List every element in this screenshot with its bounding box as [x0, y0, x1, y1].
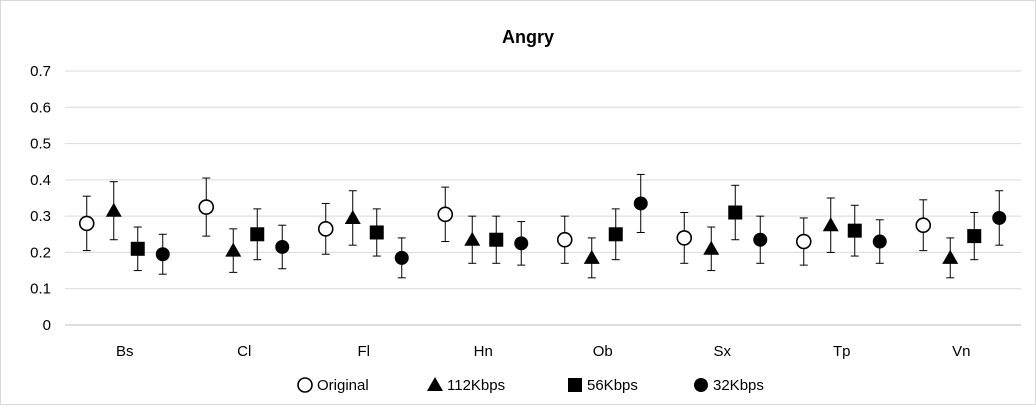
data-point: [822, 217, 839, 232]
data-point: [556, 231, 573, 248]
x-tick-label: Vn: [952, 343, 970, 360]
data-point: [198, 199, 215, 215]
data-point: [250, 227, 265, 242]
x-tick-label: Sx: [713, 343, 731, 360]
data-point: [514, 236, 529, 251]
x-tick-label: Cl: [237, 343, 251, 360]
y-tick-label: 0.2: [30, 244, 51, 261]
data-point: [369, 225, 384, 240]
data-point: [317, 221, 334, 237]
data-point: [394, 250, 409, 265]
data-point: [967, 229, 982, 244]
y-tick-label: 0: [43, 317, 51, 334]
data-point: [992, 210, 1007, 225]
y-tick-label: 0.1: [30, 281, 51, 298]
data-point: [105, 202, 122, 217]
data-point: [728, 205, 743, 220]
x-tick-label: Ob: [593, 343, 613, 360]
x-axis: Bs Cl Fl Hn Ob Sx Tp Vn: [116, 343, 970, 360]
y-tick-label: 0.4: [30, 172, 51, 189]
x-tick-label: Fl: [358, 343, 371, 360]
legend-label: 32Kbps: [713, 377, 764, 394]
data-point: [608, 227, 623, 242]
legend-marker: [297, 377, 313, 393]
y-tick-label: 0.7: [30, 63, 51, 80]
x-tick-label: Hn: [474, 343, 493, 360]
y-axis-ticks: 0 0.1 0.2 0.3 0.4 0.5 0.6 0.7: [30, 63, 51, 334]
data-point: [437, 206, 454, 223]
plot-area: [78, 173, 1007, 279]
legend-marker: [694, 378, 708, 392]
legend-marker: [568, 378, 582, 392]
legend: Original 112Kbps 56Kbps 32Kbps: [297, 377, 764, 394]
data-point: [464, 231, 481, 246]
series-112kbps: [105, 181, 959, 279]
series-32kbps: [155, 173, 1007, 279]
data-point: [583, 249, 600, 264]
data-point: [753, 232, 768, 247]
data-point: [676, 230, 693, 246]
y-tick-label: 0.6: [30, 99, 51, 116]
data-point: [915, 217, 932, 234]
x-tick-label: Tp: [833, 343, 851, 360]
gridlines: [65, 70, 1021, 326]
chart-title: Angry: [502, 27, 554, 47]
data-point: [155, 247, 170, 262]
data-point: [795, 233, 812, 250]
data-point: [703, 240, 720, 255]
data-point: [847, 223, 862, 238]
legend-label: 56Kbps: [587, 377, 638, 394]
data-point: [130, 241, 145, 256]
series-original: [78, 177, 932, 266]
legend-marker: [427, 377, 443, 391]
legend-label: Original: [317, 377, 369, 394]
data-point: [633, 196, 648, 211]
x-tick-label: Bs: [116, 343, 134, 360]
y-tick-label: 0.3: [30, 208, 51, 225]
data-point: [225, 242, 242, 257]
y-tick-label: 0.5: [30, 136, 51, 153]
data-point: [489, 232, 504, 247]
series-56kbps: [130, 184, 982, 272]
data-point: [942, 249, 959, 264]
legend-label: 112Kbps: [447, 377, 505, 394]
data-point: [78, 215, 95, 232]
data-point: [872, 234, 887, 249]
data-point: [275, 239, 290, 254]
data-point: [344, 209, 361, 224]
